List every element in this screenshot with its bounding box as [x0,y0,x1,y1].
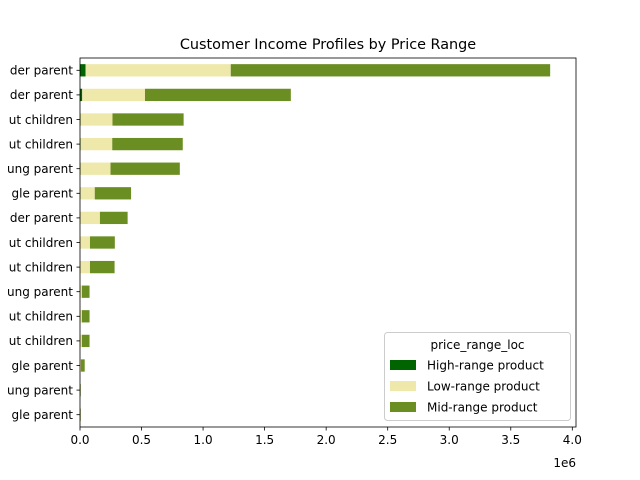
y-tick-label: ung parent [7,162,73,176]
bar-mid-range-product-5 [94,187,132,200]
legend-title: price_range_loc [430,338,524,352]
x-tick-label: 2.0 [317,433,336,447]
x-tick-label: 3.0 [440,433,459,447]
y-tick-label: ut children [9,260,73,274]
x-tick-label: 4.0 [563,433,582,447]
bar-mid-range-product-6 [99,211,128,225]
y-tick-label: ung parent [7,285,73,299]
x-tick-label: 1.5 [255,433,274,447]
bar-low-range-product-1 [82,88,145,102]
y-tick-label: ut children [9,236,73,250]
legend-frame [384,332,571,421]
legend-label: Mid-range product [427,401,538,415]
bar-low-range-product-0 [85,64,231,77]
bar-low-range-product-10 [80,310,82,323]
y-tick-label: gle parent [12,359,74,373]
legend: price_range_loc High-range product Low-ra… [384,332,571,421]
legend-swatch-low-range-product [390,381,416,391]
y-tick-label: ut children [9,113,73,127]
bar-low-range-product-4 [80,162,111,175]
legend-swatch-mid-range-product [390,402,416,412]
x-tick-label: 2.5 [378,433,397,447]
x-tick-label: 1.0 [194,433,213,447]
y-tick-label: ut children [9,334,73,348]
y-tick-label: ut children [9,310,73,324]
legend-label: Low-range product [427,380,540,394]
chart-title: Customer Income Profiles by Price Range [180,37,476,53]
x-tick-label: 0.0 [70,433,89,447]
axes-layer: der parent der parent ut children ut childr… [7,57,582,447]
bar-mid-range-product-0 [230,64,551,77]
y-tick-label: der parent [10,64,73,78]
plot-frame [79,57,577,428]
bar-mid-range-product-7 [89,236,115,249]
y-tick-label: gle parent [12,408,74,422]
y-tick-label: der parent [10,211,73,225]
legend-swatch-high-range-product [390,360,416,370]
bar-low-range-product-11 [80,334,82,348]
bar-low-range-product-2 [80,113,113,126]
bar-mid-range-product-10 [81,310,90,323]
x-axis-offset-label: 1e6 [553,456,576,470]
bar-low-range-product-6 [80,211,100,225]
bar-high-range-product-0 [80,64,86,77]
bar-low-range-product-5 [80,187,95,200]
bar-mid-range-product-8 [89,260,115,274]
bar-mid-range-product-11 [81,334,90,348]
bar-low-range-product-8 [80,260,90,274]
y-tick-label: ung parent [7,383,73,397]
y-tick-label: der parent [10,88,73,102]
bar-low-range-product-3 [80,137,113,151]
y-tick-label: gle parent [12,187,74,201]
bar-low-range-product-12 [80,359,82,372]
x-tick-label: 3.5 [501,433,520,447]
x-tick-label: 0.5 [132,433,151,447]
bar-mid-range-product-9 [81,285,90,298]
bars-layer [80,64,551,421]
legend-label: High-range product [427,359,544,373]
y-tick-label: ut children [9,137,73,151]
bar-mid-range-product-1 [144,88,291,102]
bar-high-range-product-1 [80,88,83,102]
bar-low-range-product-7 [80,236,90,249]
bar-mid-range-product-2 [112,113,184,126]
bar-low-range-product-9 [80,285,82,298]
bar-mid-range-product-4 [110,162,180,175]
bar-mid-range-product-3 [112,137,183,151]
bar-mid-range-product-12 [81,359,85,372]
